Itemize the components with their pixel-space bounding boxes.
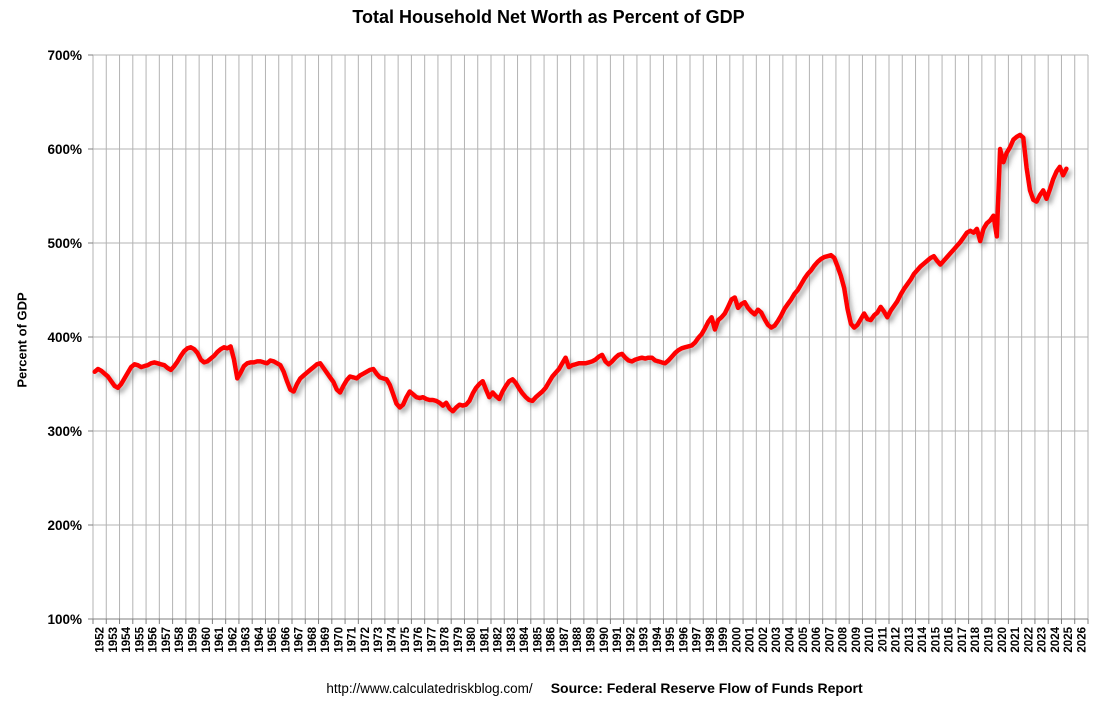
x-tick-label: 2020 (997, 627, 1009, 653)
x-tick-label: 1982 (493, 627, 505, 653)
x-tick-label: 1986 (546, 627, 558, 653)
x-tick-label: 1976 (413, 627, 425, 653)
x-tick-label: 1992 (625, 627, 637, 653)
x-tick-label: 1965 (267, 626, 279, 652)
y-tick-label: 600% (47, 142, 82, 157)
x-tick-label: 1991 (612, 626, 624, 652)
footer-source: Source: Federal Reserve Flow of Funds Re… (550, 680, 863, 696)
x-tick-label: 1975 (400, 626, 412, 652)
x-tick-label: 2012 (891, 627, 903, 653)
x-tick-label: 1984 (519, 626, 531, 652)
net-worth-line (92, 132, 1069, 414)
x-tick-label: 2011 (877, 626, 889, 652)
footer: http://www.calculatedriskblog.com/ Sourc… (46, 680, 1097, 696)
chart-title: Total Household Net Worth as Percent of … (352, 7, 745, 27)
y-tick-label: 100% (47, 612, 82, 627)
x-tick-label: 1972 (360, 627, 372, 653)
x-tick-label: 2018 (970, 626, 982, 652)
x-tick-label: 1954 (121, 626, 133, 652)
x-tick-label: 1973 (373, 627, 385, 653)
x-tick-label: 1978 (440, 626, 452, 652)
tick-labels: 700% 600% 500% 400% 300% 200% 100% 1952 1953 1954… (47, 48, 1088, 653)
x-tick-label: 1957 (161, 627, 173, 653)
x-tick-label: 2009 (851, 627, 863, 653)
x-tick-label: 1967 (294, 627, 306, 653)
x-tick-label: 1979 (453, 627, 465, 653)
x-tick-label: 2002 (758, 627, 770, 653)
x-tick-label: 1993 (639, 627, 651, 653)
x-tick-label: 1971 (347, 626, 359, 652)
x-tick-label: 1988 (572, 626, 584, 652)
x-tick-label: 2021 (1010, 626, 1022, 652)
y-tick-label: 200% (47, 518, 82, 533)
x-tick-label: 1996 (678, 627, 690, 653)
x-tick-label: 1987 (559, 627, 571, 653)
x-tick-label: 1968 (307, 626, 319, 652)
x-tick-label: 1966 (280, 627, 292, 653)
x-tick-label: 1974 (387, 626, 399, 652)
x-tick-label: 1998 (705, 626, 717, 652)
gridlines (92, 54, 1089, 620)
x-tick-label: 1964 (254, 626, 266, 652)
x-tick-label: 1997 (692, 627, 704, 653)
x-tick-label: 2006 (811, 627, 823, 653)
x-tick-label: 1977 (426, 627, 438, 653)
axis-ticks (88, 54, 1089, 624)
x-tick-label: 2003 (771, 627, 783, 653)
x-tick-label: 2016 (944, 627, 956, 653)
net-worth-line-series (92, 132, 1069, 414)
x-tick-label: 2001 (745, 626, 757, 652)
x-tick-label: 2019 (984, 627, 996, 653)
x-tick-label: 2014 (917, 626, 929, 652)
x-tick-label: 2026 (1076, 627, 1088, 653)
x-tick-label: 1994 (652, 626, 664, 652)
y-tick-label: 700% (47, 48, 82, 63)
x-tick-label: 2004 (785, 626, 797, 652)
x-tick-label: 1961 (214, 626, 226, 652)
x-tick-label: 2024 (1050, 626, 1062, 652)
x-tick-label: 1969 (320, 627, 332, 653)
x-tick-label: 2005 (798, 626, 810, 652)
x-tick-label: 2025 (1063, 626, 1075, 652)
y-tick-label: 500% (47, 236, 82, 251)
x-tick-label: 1960 (201, 627, 213, 653)
x-tick-label: 1962 (227, 627, 239, 653)
x-tick-label: 1989 (586, 627, 598, 653)
x-tick-label: 1980 (466, 627, 478, 653)
x-tick-label: 1999 (718, 627, 730, 653)
x-tick-label: 2013 (904, 627, 916, 653)
x-tick-label: 1955 (134, 626, 146, 652)
x-tick-label: 2000 (731, 627, 743, 653)
x-tick-label: 1995 (665, 626, 677, 652)
x-tick-label: 1990 (599, 627, 611, 653)
x-tick-label: 1953 (108, 627, 120, 653)
x-tick-label: 2017 (957, 627, 969, 653)
x-tick-label: 2008 (838, 626, 850, 652)
x-tick-label: 1983 (506, 627, 518, 653)
x-tick-label: 2010 (864, 627, 876, 653)
x-tick-label: 2023 (1037, 627, 1049, 653)
footer-url: http://www.calculatedriskblog.com/ (326, 681, 533, 696)
x-tick-label: 1958 (174, 626, 186, 652)
x-tick-label: 2022 (1023, 627, 1035, 653)
x-tick-label: 2007 (824, 627, 836, 653)
y-tick-label: 400% (47, 330, 82, 345)
y-tick-label: 300% (47, 424, 82, 439)
x-tick-label: 1981 (479, 626, 491, 652)
x-tick-label: 1985 (532, 626, 544, 652)
x-tick-label: 1952 (95, 627, 107, 653)
x-tick-label: 1970 (333, 627, 345, 653)
x-tick-label: 2015 (930, 626, 942, 652)
x-tick-label: 1959 (188, 627, 200, 653)
x-tick-label: 1963 (241, 627, 253, 653)
x-tick-label: 1956 (148, 627, 160, 653)
